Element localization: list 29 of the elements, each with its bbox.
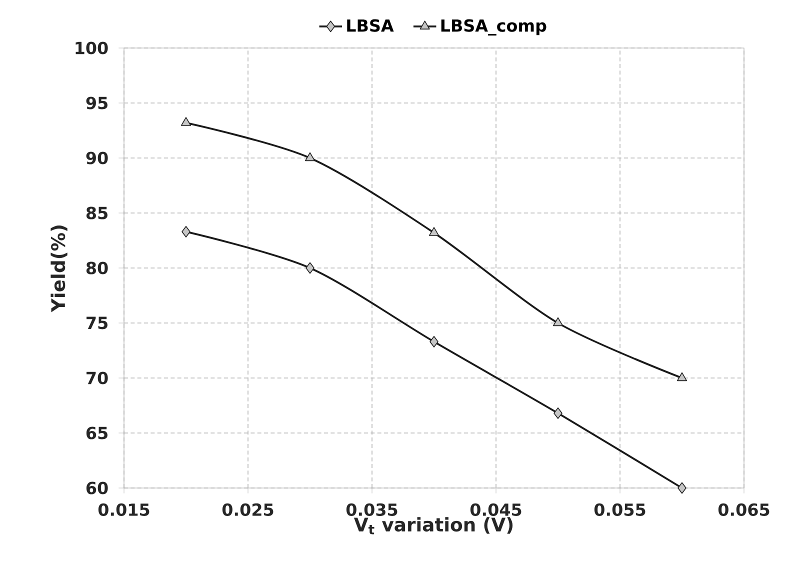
point <box>306 262 314 274</box>
point <box>678 482 686 494</box>
x-tick-label: 0.035 <box>346 503 398 516</box>
y-tick-label: 85 <box>86 206 108 220</box>
x-tick-label: 0.015 <box>98 503 150 516</box>
legend-label: LBSA_comp <box>441 19 546 36</box>
y-tick-label: 90 <box>86 152 108 164</box>
point <box>430 336 438 348</box>
point <box>676 372 688 382</box>
y-axis-title: Yield(%) <box>50 226 68 312</box>
point <box>428 227 440 236</box>
legend-label: LBSA <box>347 19 394 32</box>
y-tick-label: 100 <box>76 42 108 54</box>
y-tick-label: 65 <box>86 426 108 440</box>
y-tick-label: 60 <box>86 482 108 494</box>
x-tick-label: 0.055 <box>594 503 646 516</box>
x-tick-label: 0.065 <box>718 503 770 516</box>
point <box>182 226 190 238</box>
point <box>304 152 316 162</box>
x-axis-title: V$_{t}$ variation (V) <box>354 517 513 534</box>
x-tick-label: 0.025 <box>222 503 274 516</box>
y-tick-label: 95 <box>86 96 108 110</box>
point <box>554 407 562 419</box>
point <box>552 317 564 326</box>
y-tick-label: 80 <box>86 262 108 274</box>
y-tick-label: 70 <box>86 372 108 384</box>
y-tick-label: 75 <box>86 316 108 330</box>
x-tick-label: 0.045 <box>470 503 522 516</box>
point <box>180 117 192 126</box>
